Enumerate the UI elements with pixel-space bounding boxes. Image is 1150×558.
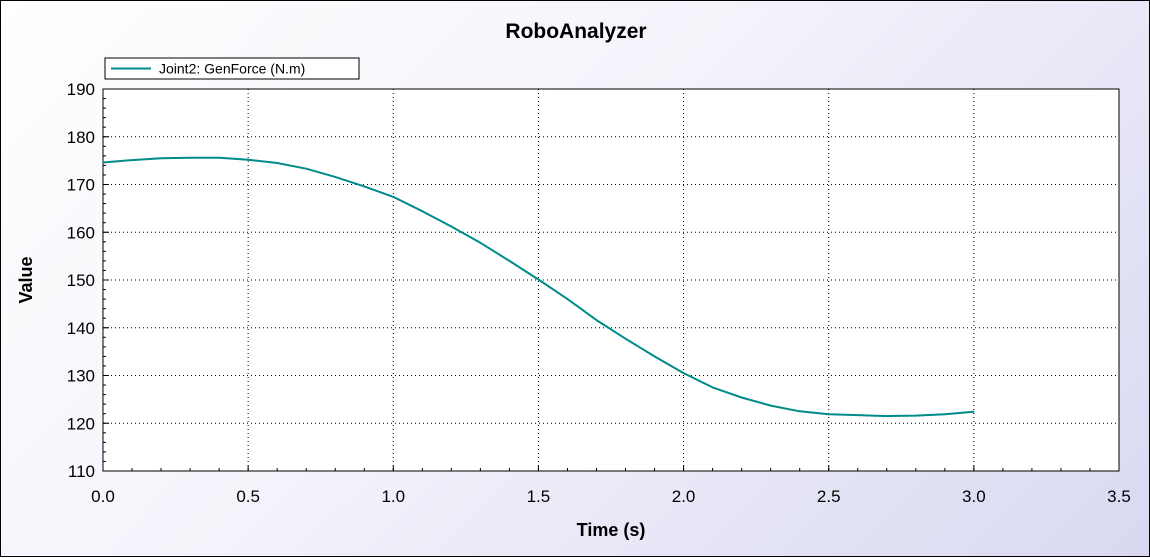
series-layer xyxy=(102,156,975,418)
data-point xyxy=(711,386,714,389)
x-tick-label: 2.0 xyxy=(672,487,696,506)
y-tick-label: 110 xyxy=(68,462,95,481)
data-point xyxy=(740,396,743,399)
x-axis-title: Time (s) xyxy=(577,520,646,540)
y-axis-title: Value xyxy=(16,256,36,303)
data-point xyxy=(247,158,249,161)
y-tick-label: 130 xyxy=(67,367,95,386)
y-tick-label: 170 xyxy=(67,176,95,195)
data-point xyxy=(305,167,308,170)
data-point xyxy=(682,372,685,374)
y-tick-label: 190 xyxy=(67,80,95,99)
x-tick-label: 3.5 xyxy=(1107,487,1131,506)
data-point xyxy=(131,159,133,161)
y-tick-label: 180 xyxy=(67,128,95,147)
data-point xyxy=(392,196,395,198)
data-point xyxy=(798,410,801,413)
data-point xyxy=(421,210,424,213)
data-point xyxy=(363,185,366,188)
x-tick-label: 1.0 xyxy=(381,487,405,506)
data-point xyxy=(218,156,220,159)
y-tick-label: 160 xyxy=(67,223,95,242)
data-point xyxy=(624,337,627,340)
legend-box xyxy=(104,57,360,80)
y-tick-label: 150 xyxy=(67,271,95,290)
data-point xyxy=(653,355,656,358)
x-tick-label: 2.5 xyxy=(817,487,841,506)
y-tick-label: 120 xyxy=(67,414,95,433)
data-point xyxy=(276,162,278,164)
data-point xyxy=(595,319,598,321)
data-point xyxy=(769,404,772,407)
grid-layer xyxy=(103,89,1119,471)
chart-title: RoboAnalyzer xyxy=(505,20,646,43)
x-tick-label: 3.0 xyxy=(962,487,986,506)
data-point xyxy=(334,176,337,178)
legend: Joint2: GenForce (N.m) xyxy=(104,57,360,80)
data-point xyxy=(450,225,453,228)
x-tick-label: 1.5 xyxy=(527,487,551,506)
data-point xyxy=(508,260,511,262)
data-point xyxy=(189,156,191,159)
y-tick-label: 140 xyxy=(67,319,95,338)
legend-label: Joint2: GenForce (N.m) xyxy=(159,61,305,77)
data-point xyxy=(102,161,104,164)
x-tick-label: 0.5 xyxy=(236,487,260,506)
tick-layer: 0.0 0.5 1.0 1.5 2.0 2.5 3.0 3.5 110 120 130 140 150 1… xyxy=(67,80,1131,506)
data-point xyxy=(479,241,482,244)
plot-border xyxy=(102,88,1120,472)
data-point xyxy=(915,414,917,417)
x-tick-label: 0.0 xyxy=(91,487,115,506)
data-point xyxy=(885,415,888,417)
data-point xyxy=(160,157,162,160)
data-point xyxy=(827,413,830,415)
data-point xyxy=(566,298,569,300)
data-point xyxy=(944,413,946,415)
data-point xyxy=(856,414,859,416)
data-point xyxy=(973,410,975,413)
data-point xyxy=(537,278,540,281)
